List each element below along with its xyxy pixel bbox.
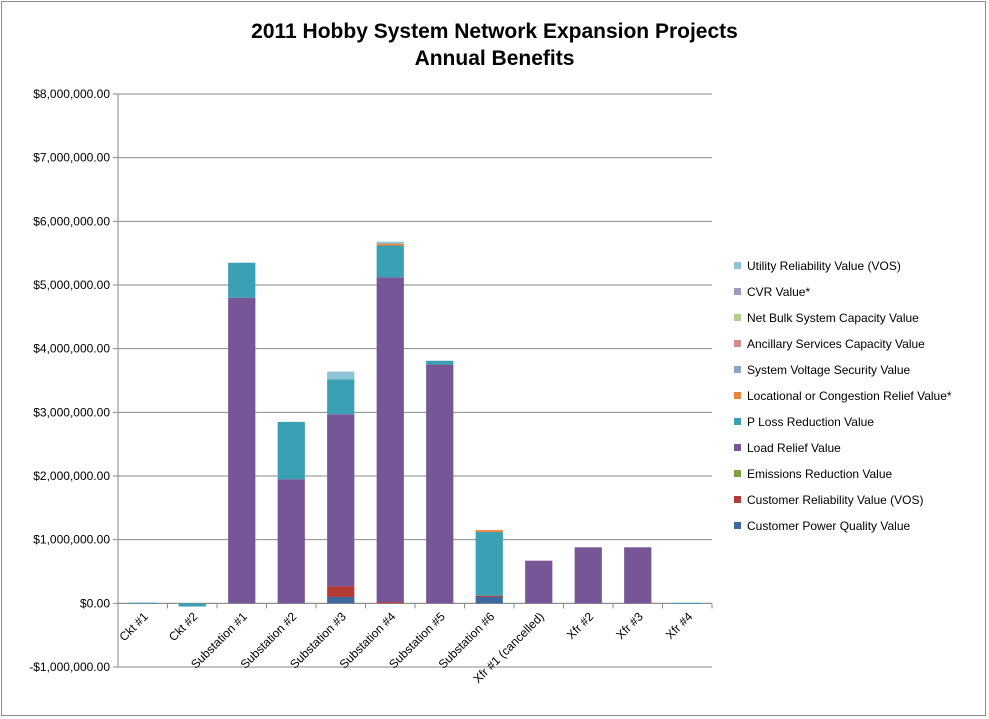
bar-segment: [475, 532, 503, 596]
legend-swatch: [734, 288, 741, 295]
legend-label: P Loss Reduction Value: [747, 415, 874, 429]
y-tick-label: $3,000,000.00: [33, 405, 110, 419]
bar-segment: [277, 479, 305, 604]
x-tick-label: Xfr #2: [564, 609, 597, 642]
x-tick-label: Xfr #3: [613, 609, 646, 642]
bar-segment: [426, 360, 454, 365]
bar-segment: [673, 602, 701, 604]
bar-segment: [376, 602, 404, 604]
x-tick-label: Ckt #1: [116, 609, 151, 644]
legend-label: Locational or Congestion Relief Value*: [747, 389, 952, 403]
y-tick-label: $5,000,000.00: [33, 278, 110, 292]
bar-segment: [327, 414, 355, 587]
bar-segment: [327, 586, 355, 597]
legend-label: Net Bulk System Capacity Value: [747, 311, 919, 325]
x-tick-label: Ckt #2: [166, 609, 201, 644]
legend-swatch: [734, 314, 741, 321]
legend-label: Utility Reliability Value (VOS): [747, 259, 901, 273]
bar-segment: [426, 364, 454, 604]
bar-segment: [525, 560, 553, 604]
legend-swatch: [734, 470, 741, 477]
bar-segment: [475, 596, 503, 604]
legend-label: Emissions Reduction Value: [747, 467, 893, 481]
legend-label: CVR Value*: [747, 285, 810, 299]
bar-segment: [475, 595, 503, 597]
y-tick-label: $2,000,000.00: [33, 469, 110, 483]
y-tick-label: $4,000,000.00: [33, 342, 110, 356]
bar-segment: [376, 241, 404, 244]
bar-segment: [574, 547, 602, 604]
bar-segment: [327, 371, 355, 380]
y-tick-label: $8,000,000.00: [33, 87, 110, 101]
legend-label: System Voltage Security Value: [747, 363, 911, 377]
y-tick-label: $7,000,000.00: [33, 151, 110, 165]
bar-segment: [277, 421, 305, 480]
legend-swatch: [734, 522, 741, 529]
bar-segment: [475, 530, 503, 533]
x-tick-label: Xfr #4: [663, 609, 696, 642]
chart-subtitle: Annual Benefits: [414, 47, 575, 70]
bar-segment: [327, 596, 355, 604]
legend-swatch: [734, 444, 741, 451]
legend-label: Load Relief Value: [747, 441, 841, 455]
legend-swatch: [734, 496, 741, 503]
legend-label: Customer Reliability Value (VOS): [747, 493, 924, 507]
legend-swatch: [734, 366, 741, 373]
bar-segment: [376, 245, 404, 278]
y-tick-label: $1,000,000.00: [33, 533, 110, 547]
bar-segment: [327, 379, 355, 415]
bar-segment: [129, 602, 157, 604]
legend-swatch: [734, 262, 741, 269]
legend-swatch: [734, 392, 741, 399]
legend-swatch: [734, 340, 741, 347]
bar-segment: [624, 547, 652, 604]
y-tick-label: -$1,000,000.00: [29, 660, 110, 674]
chart-title: 2011 Hobby System Network Expansion Proj…: [251, 20, 738, 43]
y-tick-label: $0.00: [80, 596, 110, 610]
legend-label: Ancillary Services Capacity Value: [747, 337, 925, 351]
bar-segment: [376, 243, 404, 246]
y-tick-label: $6,000,000.00: [33, 214, 110, 228]
bar-segment: [376, 277, 404, 603]
bar-segment: [178, 603, 206, 607]
legend-swatch: [734, 418, 741, 425]
bar-segment: [228, 262, 256, 298]
legend-label: Customer Power Quality Value: [747, 519, 911, 533]
bar-segment: [228, 297, 256, 604]
chart-title-block: 2011 Hobby System Network Expansion Proj…: [0, 18, 989, 72]
